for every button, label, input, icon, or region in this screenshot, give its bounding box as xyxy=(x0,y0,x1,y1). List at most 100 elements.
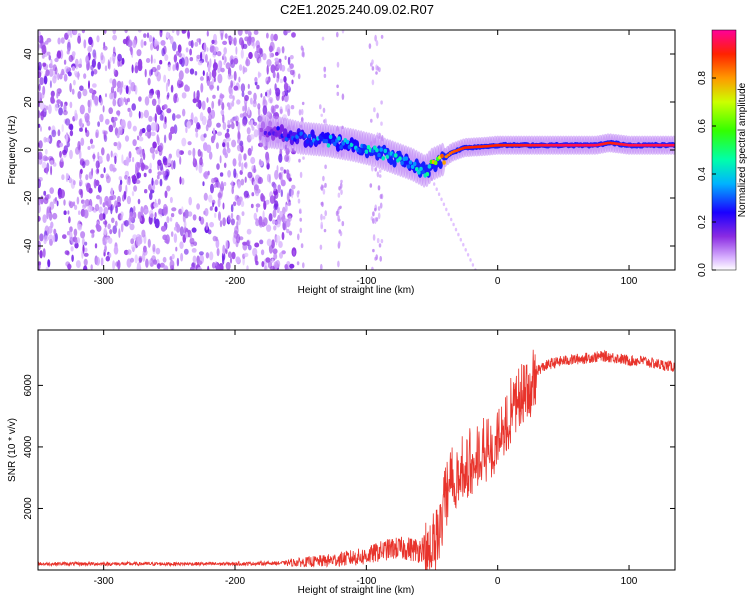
noise-speckle xyxy=(75,146,80,155)
noise-speckle xyxy=(193,262,197,269)
noise-speckle xyxy=(250,203,254,209)
noise-speckle xyxy=(280,166,284,171)
noise-speckle xyxy=(103,207,109,215)
noise-speckle xyxy=(260,195,266,202)
noise-speckle xyxy=(112,119,117,128)
noise-speckle xyxy=(143,245,147,253)
noise-speckle xyxy=(87,99,91,108)
spectrogram-y-axis-label: Frequency (Hz) xyxy=(7,116,18,185)
noise-speckle xyxy=(270,33,275,42)
track-core xyxy=(345,139,350,145)
noise-speckle xyxy=(222,202,225,210)
noise-speckle xyxy=(238,64,243,71)
noise-speckle xyxy=(300,243,304,249)
noise-speckle xyxy=(377,206,381,211)
noise-speckle xyxy=(372,234,376,241)
noise-speckle xyxy=(181,177,185,185)
noise-speckle xyxy=(170,213,175,218)
spectrogram-y-axis: -40 -20 0 20 40 xyxy=(23,48,675,253)
noise-speckle xyxy=(215,264,220,270)
noise-speckle xyxy=(171,30,175,33)
noise-speckle xyxy=(68,54,74,63)
noise-speckle xyxy=(63,145,68,154)
noise-speckle xyxy=(94,243,98,249)
noise-speckle xyxy=(246,265,249,270)
noise-speckle xyxy=(129,110,133,118)
noise-speckle xyxy=(298,109,302,116)
noise-speckle xyxy=(46,206,50,214)
noise-speckle xyxy=(226,141,230,150)
snr-y-axis-label: SNR (10 * v/v) xyxy=(7,418,18,482)
noise-speckle xyxy=(112,78,117,89)
noise-speckle xyxy=(187,141,192,146)
noise-speckle xyxy=(256,44,261,54)
noise-speckle xyxy=(266,32,269,39)
noise-speckle xyxy=(116,195,121,205)
track-core xyxy=(324,139,329,144)
noise-speckle xyxy=(75,239,78,244)
noise-speckle xyxy=(196,96,200,103)
noise-speckle xyxy=(233,57,239,65)
track-core xyxy=(303,134,308,139)
noise-speckle xyxy=(159,162,164,171)
noise-speckle xyxy=(112,30,117,35)
noise-speckle xyxy=(301,51,305,57)
noise-speckle xyxy=(233,85,239,91)
noise-speckle xyxy=(336,91,340,96)
noise-speckle xyxy=(196,103,201,108)
noise-speckle xyxy=(247,171,253,179)
noise-speckle xyxy=(56,50,62,59)
noise-speckle xyxy=(193,156,196,164)
noise-speckle xyxy=(287,215,292,222)
noise-speckle xyxy=(241,162,244,172)
noise-speckle xyxy=(167,80,170,87)
noise-speckle xyxy=(42,214,47,224)
noise-speckle xyxy=(176,257,180,267)
noise-speckle xyxy=(253,164,256,174)
noise-speckle xyxy=(279,108,283,114)
noise-speckle xyxy=(170,231,174,238)
noise-speckle xyxy=(38,261,42,266)
noise-speckle xyxy=(150,131,156,137)
track-core xyxy=(417,170,421,175)
noise-speckle xyxy=(115,261,119,267)
noise-speckle xyxy=(52,212,58,220)
noise-speckle xyxy=(250,119,254,128)
noise-speckle xyxy=(192,98,197,104)
noise-speckle xyxy=(298,158,301,163)
noise-speckle xyxy=(229,257,233,264)
noise-speckle xyxy=(193,241,198,246)
noise-speckle xyxy=(289,55,294,60)
noise-speckle xyxy=(67,210,70,215)
noise-speckle xyxy=(189,68,195,75)
noise-speckle xyxy=(156,134,159,143)
track-core xyxy=(284,137,289,142)
tick-label: 40 xyxy=(23,48,34,60)
noise-speckle xyxy=(157,198,161,205)
noise-speckle xyxy=(181,206,184,214)
noise-speckle xyxy=(226,147,231,154)
noise-speckle xyxy=(38,178,41,189)
noise-speckle xyxy=(145,132,149,137)
noise-speckle xyxy=(301,101,305,106)
noise-speckle xyxy=(66,41,71,52)
noise-speckle xyxy=(300,45,304,51)
noise-speckle xyxy=(337,192,341,198)
tick-label: 2000 xyxy=(23,497,34,520)
noise-speckle xyxy=(50,90,55,98)
noise-speckle xyxy=(230,118,234,123)
noise-speckle xyxy=(270,265,275,270)
noise-speckle xyxy=(131,175,137,180)
noise-speckle xyxy=(71,51,76,57)
noise-speckle xyxy=(211,39,215,45)
noise-speckle xyxy=(79,104,85,115)
noise-speckle xyxy=(246,240,250,247)
noise-speckle xyxy=(286,228,290,234)
noise-speckle xyxy=(268,244,273,254)
noise-speckle xyxy=(138,111,141,119)
track-core xyxy=(400,160,404,166)
noise-speckle xyxy=(93,52,97,61)
tick-label: -200 xyxy=(225,576,245,587)
noise-speckle xyxy=(125,184,128,194)
noise-speckle xyxy=(218,60,221,70)
